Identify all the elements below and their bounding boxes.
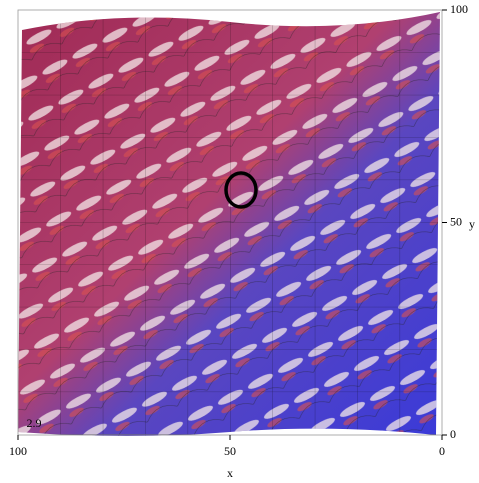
- x-tick-label: 100: [9, 444, 27, 458]
- x-tick-label: 50: [224, 444, 236, 458]
- y-tick-label: 0: [450, 427, 456, 441]
- y-tick-label: 100: [450, 2, 468, 16]
- z-tick-label: 2.9: [27, 416, 42, 430]
- surface: [18, 12, 440, 436]
- y-tick-label: 50: [450, 214, 462, 228]
- chart: x y 2.9 100 50 00 50 100: [0, 0, 479, 483]
- x-tick-label: 0: [439, 444, 445, 458]
- x-axis-label: x: [227, 466, 233, 480]
- y-axis-label: y: [469, 217, 475, 231]
